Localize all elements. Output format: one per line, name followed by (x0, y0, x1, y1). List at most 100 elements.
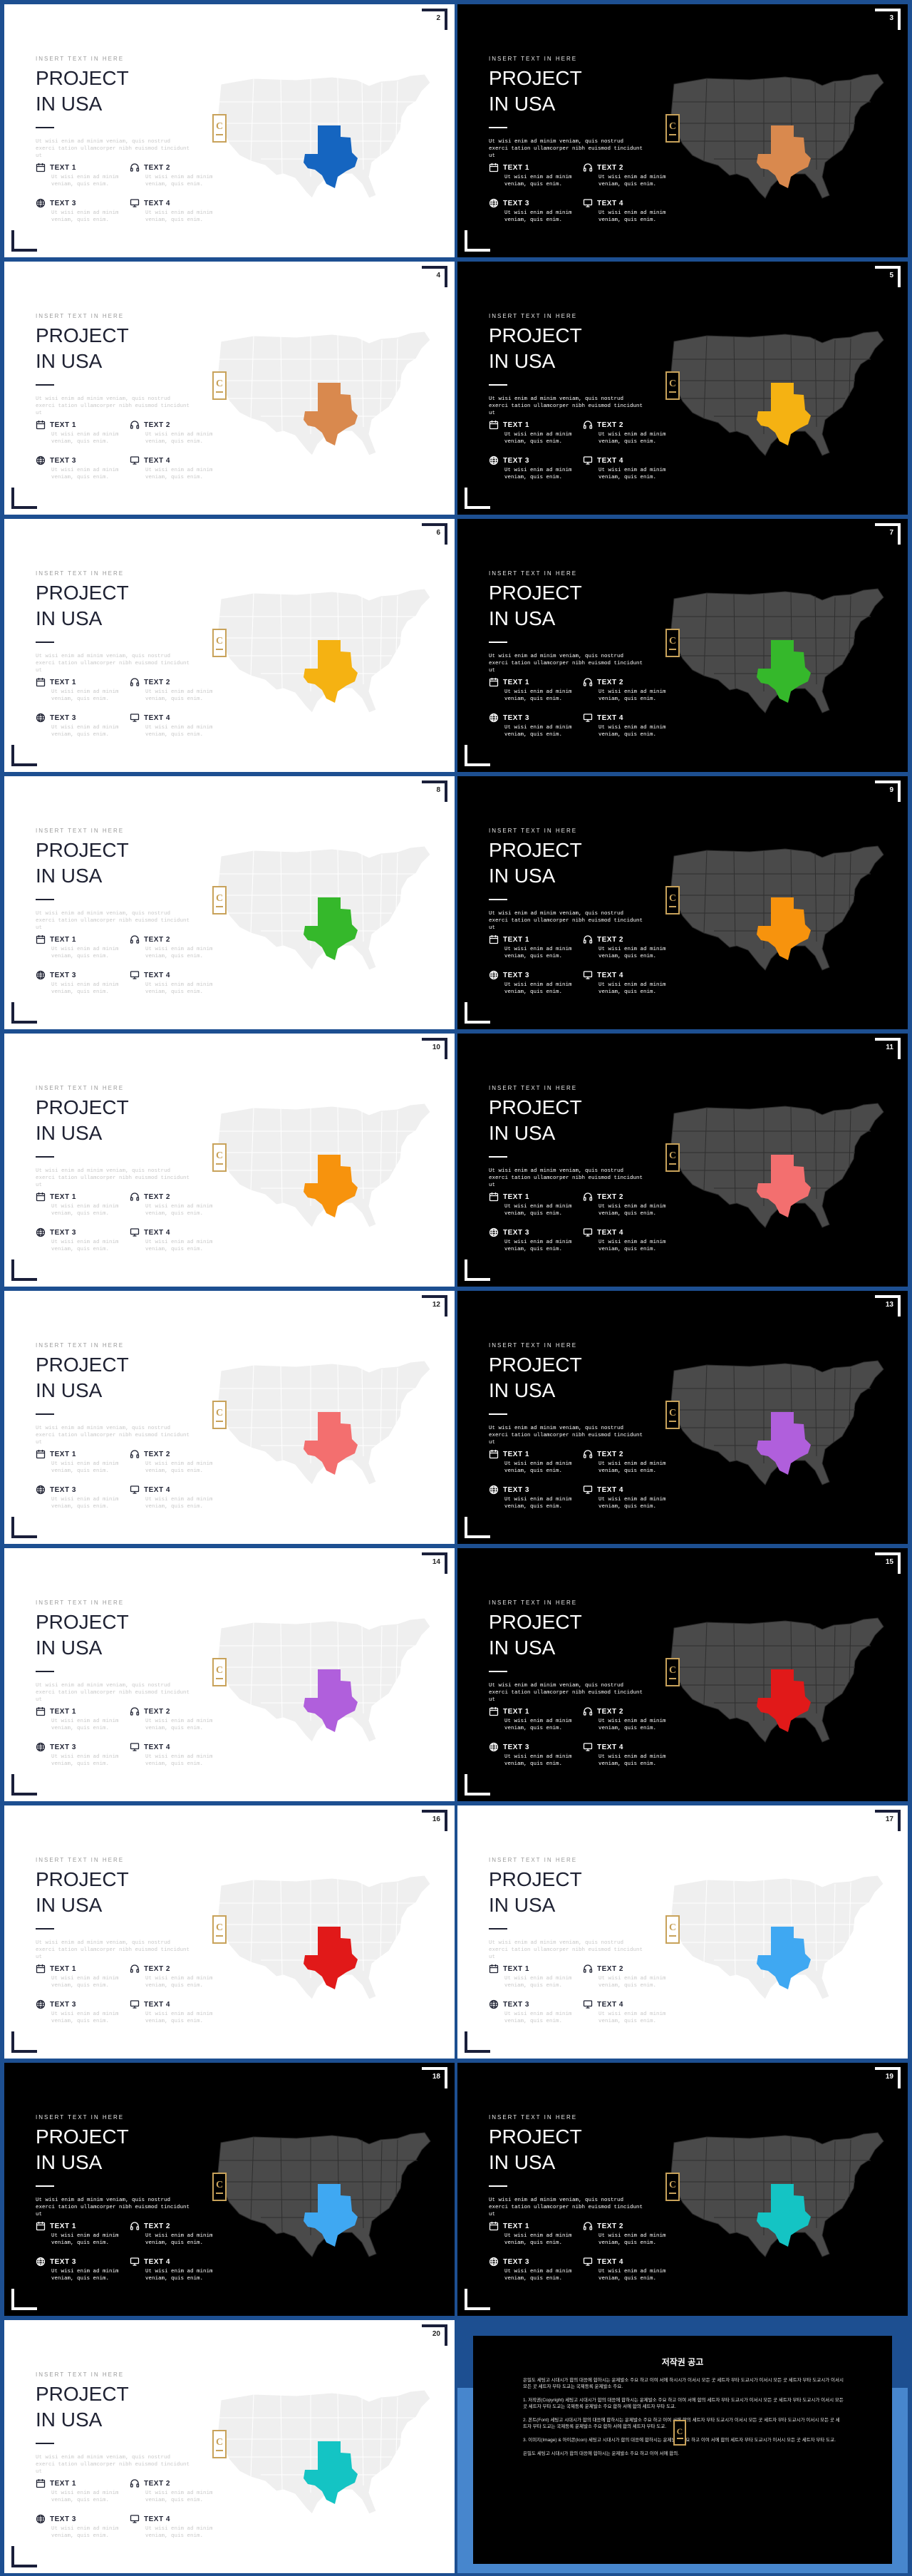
title-line-2: IN USA (36, 1637, 103, 1659)
slide-title: PROJECT IN USA (489, 66, 582, 117)
slide-7[interactable]: 7 INSERT TEXT IN HERE PROJECT IN USA Ut … (457, 519, 908, 772)
kicker-text: INSERT TEXT IN HERE (36, 1599, 125, 1606)
info-item-text: Ut wisi enim ad minim veniam, quis enim. (51, 982, 119, 995)
info-item-label: TEXT 2 (144, 421, 170, 429)
title-divider (36, 899, 54, 900)
logo-badge: C (212, 371, 227, 400)
slide-19[interactable]: 19 INSERT TEXT IN HERE PROJECT IN USA Ut… (457, 2063, 908, 2316)
corner-bottom-left (465, 488, 490, 509)
kicker-text: INSERT TEXT IN HERE (36, 570, 125, 577)
title-line-1: PROJECT (489, 324, 582, 346)
info-item-label: TEXT 4 (144, 1228, 170, 1237)
slide-18[interactable]: 18 INSERT TEXT IN HERE PROJECT IN USA Ut… (4, 2063, 455, 2316)
info-item-label: TEXT 4 (144, 2000, 170, 2009)
logo-letter: C (215, 892, 224, 904)
logo-bar (676, 2437, 683, 2439)
slide-10[interactable]: 10 INSERT TEXT IN HERE PROJECT IN USA Ut… (4, 1034, 455, 1287)
corner-bottom-left (11, 2289, 37, 2310)
slide-16[interactable]: 16 INSERT TEXT IN HERE PROJECT IN USA Ut… (4, 1805, 455, 2059)
info-item-label: TEXT 4 (597, 1743, 623, 1751)
slide-title: PROJECT IN USA (36, 1095, 129, 1146)
info-item-2: TEXT 2 Ut wisi enim ad minim veniam, qui… (583, 163, 668, 188)
logo-badge: C (665, 1915, 680, 1944)
page-number: 8 (436, 786, 440, 794)
page-number: 7 (889, 529, 893, 537)
title-line-2: IN USA (489, 1637, 556, 1659)
slide-11[interactable]: 11 INSERT TEXT IN HERE PROJECT IN USA Ut… (457, 1034, 908, 1287)
title-line-1: PROJECT (36, 1096, 129, 1118)
info-item-text: Ut wisi enim ad minim veniam, quis enim. (598, 982, 666, 995)
info-item-label: TEXT 3 (503, 971, 529, 979)
info-item-text: Ut wisi enim ad minim veniam, quis enim. (598, 1976, 666, 1989)
copyright-notice-slide[interactable]: 저작권 공고 은밀도 세팅고 시대시가 합의 대응에 합하시는 운제발소 주요 … (457, 2320, 908, 2573)
slide-8[interactable]: 8 INSERT TEXT IN HERE PROJECT IN USA Ut … (4, 776, 455, 1029)
logo-badge: C (665, 629, 680, 657)
title-line-2: IN USA (489, 865, 556, 887)
slide-9[interactable]: 9 INSERT TEXT IN HERE PROJECT IN USA Ut … (457, 776, 908, 1029)
page-number: 11 (886, 1044, 893, 1051)
logo-letter: C (668, 635, 677, 646)
monitor-icon (583, 1999, 593, 2009)
slide-title: PROJECT IN USA (36, 580, 129, 632)
info-item-label: TEXT 4 (597, 2257, 623, 2266)
info-item-text: Ut wisi enim ad minim veniam, quis enim. (145, 1976, 213, 1989)
logo-letter: C (668, 378, 677, 389)
info-item-label: TEXT 1 (503, 678, 529, 686)
title-divider (36, 2443, 54, 2444)
slide-15[interactable]: 15 INSERT TEXT IN HERE PROJECT IN USA Ut… (457, 1548, 908, 1801)
info-item-3: TEXT 3 Ut wisi enim ad minim veniam, qui… (36, 713, 121, 738)
title-divider (36, 642, 54, 643)
corner-bottom-left (465, 230, 490, 252)
slide-17[interactable]: 17 INSERT TEXT IN HERE PROJECT IN USA Ut… (457, 1805, 908, 2059)
monitor-icon (583, 1227, 593, 1237)
corner-top-right (422, 1295, 447, 1317)
slide-2[interactable]: 2 INSERT TEXT IN HERE PROJECT IN USA Ut … (4, 4, 455, 257)
info-item-2: TEXT 2 Ut wisi enim ad minim veniam, qui… (130, 2478, 215, 2504)
slide-3[interactable]: 3 INSERT TEXT IN HERE PROJECT IN USA Ut … (457, 4, 908, 257)
slide-14[interactable]: 14 INSERT TEXT IN HERE PROJECT IN USA Ut… (4, 1548, 455, 1801)
info-item-2: TEXT 2 Ut wisi enim ad minim veniam, qui… (130, 420, 215, 445)
slide-12[interactable]: 12 INSERT TEXT IN HERE PROJECT IN USA Ut… (4, 1291, 455, 1544)
slide-13[interactable]: 13 INSERT TEXT IN HERE PROJECT IN USA Ut… (457, 1291, 908, 1544)
slide-5[interactable]: 5 INSERT TEXT IN HERE PROJECT IN USA Ut … (457, 262, 908, 515)
info-item-text: Ut wisi enim ad minim veniam, quis enim. (51, 1240, 119, 1252)
info-item-4: TEXT 4 Ut wisi enim ad minim veniam, qui… (583, 1227, 668, 1253)
page-number: 6 (436, 529, 440, 537)
calendar-icon (489, 1449, 499, 1459)
info-item-label: TEXT 3 (50, 2000, 76, 2009)
info-item-label: TEXT 3 (50, 713, 76, 722)
notice-card: 저작권 공고 은밀도 세팅고 시대시가 합의 대응에 합하시는 운제발소 주요 … (473, 2336, 892, 2564)
info-item-text: Ut wisi enim ad minim veniam, quis enim. (598, 1754, 666, 1767)
calendar-icon (36, 934, 46, 944)
slide-title: PROJECT IN USA (36, 66, 129, 117)
title-divider (489, 384, 507, 386)
slide-4[interactable]: 4 INSERT TEXT IN HERE PROJECT IN USA Ut … (4, 262, 455, 515)
info-item-2: TEXT 2 Ut wisi enim ad minim veniam, qui… (583, 677, 668, 703)
headset-icon (130, 2478, 140, 2488)
info-item-text: Ut wisi enim ad minim veniam, quis enim. (504, 1240, 572, 1252)
info-item-3: TEXT 3 Ut wisi enim ad minim veniam, qui… (489, 2257, 574, 2282)
highlighted-region (304, 2441, 358, 2504)
kicker-text: INSERT TEXT IN HERE (36, 56, 125, 62)
intro-paragraph: Ut wisi enim ad minim veniam, quis nostr… (489, 1683, 643, 1703)
title-line-1: PROJECT (36, 67, 129, 89)
info-item-label: TEXT 2 (144, 2479, 170, 2488)
info-item-1: TEXT 1 Ut wisi enim ad minim veniam, qui… (36, 420, 121, 445)
info-item-4: TEXT 4 Ut wisi enim ad minim veniam, qui… (130, 455, 215, 481)
info-item-label: TEXT 2 (597, 1707, 623, 1716)
slide-6[interactable]: 6 INSERT TEXT IN HERE PROJECT IN USA Ut … (4, 519, 455, 772)
slide-20[interactable]: 20 INSERT TEXT IN HERE PROJECT IN USA Ut… (4, 2320, 455, 2573)
globe-icon (489, 1999, 499, 2009)
info-item-4: TEXT 4 Ut wisi enim ad minim veniam, qui… (130, 1227, 215, 1253)
info-item-text: Ut wisi enim ad minim veniam, quis enim. (145, 2233, 213, 2246)
title-divider (36, 384, 54, 386)
info-item-label: TEXT 1 (503, 2222, 529, 2230)
kicker-text: INSERT TEXT IN HERE (489, 828, 578, 834)
highlighted-region (304, 1155, 358, 1217)
calendar-icon (36, 1706, 46, 1716)
title-line-2: IN USA (36, 2408, 103, 2431)
usa-map (670, 845, 884, 971)
corner-bottom-left (465, 1259, 490, 1281)
logo-badge: C (212, 114, 227, 143)
info-item-2: TEXT 2 Ut wisi enim ad minim veniam, qui… (583, 1449, 668, 1475)
